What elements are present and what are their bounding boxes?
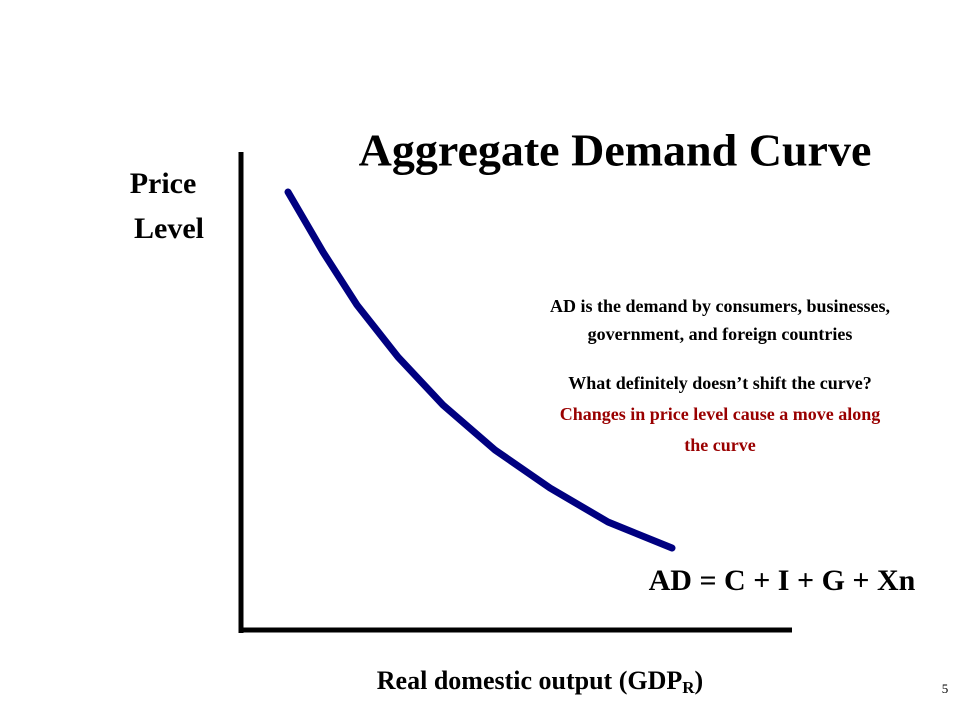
question: What definitely doesn’t shift the curve? [568, 373, 871, 393]
formula: AD = C + I + G + Xn [649, 564, 916, 597]
answer: the curve [684, 435, 755, 455]
x-axis-label: Real domestic output (GDPR) [377, 666, 703, 697]
definition: government, and foreign countries [588, 324, 853, 344]
x-axis-label-text: Real domestic output (GDP [377, 666, 683, 695]
y-axis-label: Price [130, 167, 197, 200]
x-axis-label-subscript: R [682, 678, 695, 697]
definition: AD is the demand by consumers, businesse… [550, 296, 890, 316]
x-axis-label-closing: ) [695, 666, 704, 695]
title: Aggregate Demand Curve [359, 125, 872, 176]
demand-curve [284, 188, 676, 552]
y-axis-label: Level [134, 212, 204, 245]
page-number: 5 [942, 681, 949, 696]
answer: Changes in price level cause a move alon… [560, 404, 880, 424]
